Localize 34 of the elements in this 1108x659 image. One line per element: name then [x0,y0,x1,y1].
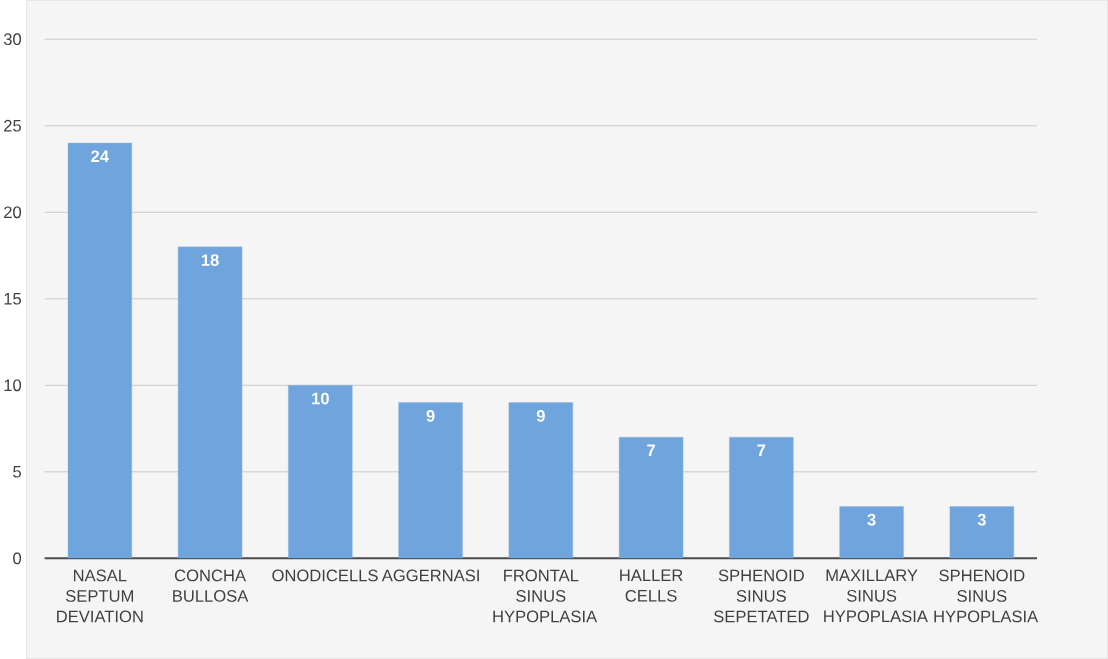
x-tick-label: SPHENOID SINUS SEPETATED [714,569,809,623]
data-label: 10 [312,392,329,405]
x-tick-label: ONODICELLS [272,569,378,582]
bar [839,506,904,559]
y-tick-label: 25 [4,119,22,132]
bar [288,385,353,559]
x-tick-label: MAXILLARY SINUS HYPOPLASIA [824,569,928,623]
x-tick-label: HALLER CELLS [620,569,683,602]
data-label: 3 [867,513,876,526]
data-label: 9 [536,409,545,422]
x-tick-label: NASAL SEPTUM DEVIATION [57,569,143,623]
bar [729,437,794,559]
data-label: 7 [757,444,766,456]
bar [508,402,574,559]
data-label: 9 [426,409,435,422]
data-label: 3 [977,513,986,526]
bar [398,402,463,559]
data-label: 18 [201,254,219,266]
y-tick-label: 10 [4,379,22,392]
y-tick-label: 15 [4,292,22,305]
bar [618,437,684,559]
y-tick-label: 0 [13,552,22,565]
data-label: 7 [647,444,655,456]
bar [949,506,1015,559]
data-label: 24 [91,150,109,162]
x-tick-label: SPHENOID SINUS HYPOPLASIA [934,569,1039,623]
bar [67,142,132,559]
y-tick-label: 20 [4,206,22,219]
x-tick-label: AGGERNASI [381,569,479,582]
x-tick-label: FRONTAL SINUS HYPOPLASIA [493,569,598,623]
bar [177,246,243,559]
y-tick-label: 30 [3,33,22,46]
y-tick-label: 5 [13,466,22,478]
x-tick-label: CONCHA BULLOSA [173,569,249,602]
